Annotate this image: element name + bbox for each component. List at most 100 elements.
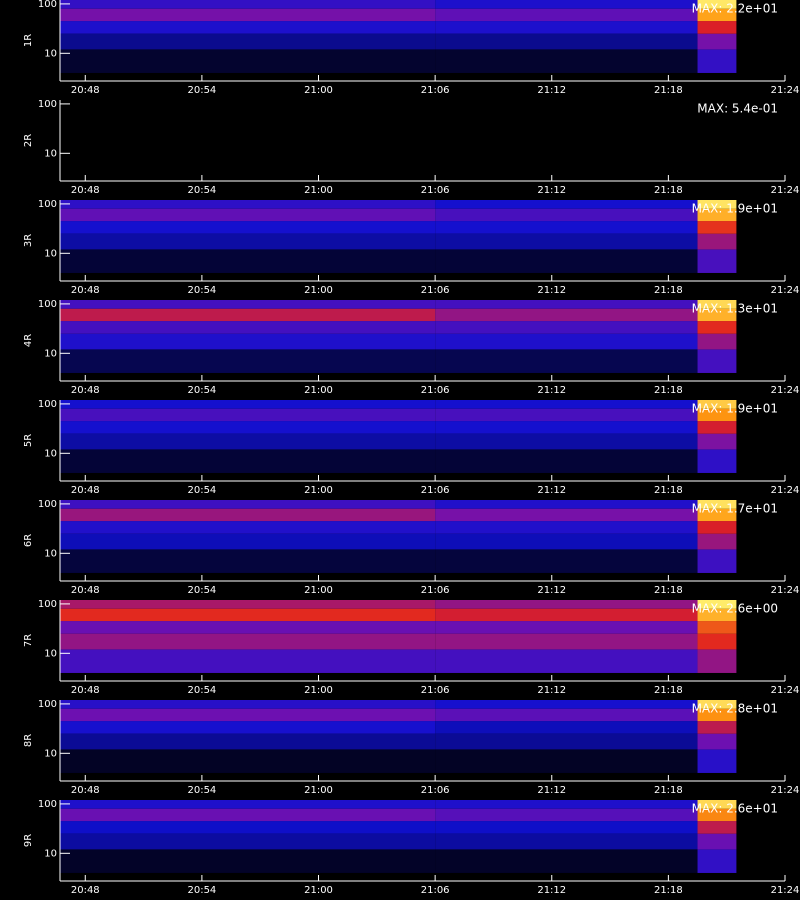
y-tick-label: 10 [44, 548, 57, 559]
x-tick-label: 21:00 [304, 485, 333, 496]
spectrogram-cell [435, 33, 698, 50]
spectrogram-cell [435, 700, 698, 709]
spectrogram-cell [60, 49, 436, 73]
x-tick-label: 21:18 [654, 885, 683, 896]
y-axis-label: 1R [23, 34, 34, 47]
x-tick-label: 21:00 [304, 585, 333, 596]
spectrogram-cell [60, 500, 436, 509]
y-axis-label: 2R [23, 134, 34, 147]
x-tick-label: 21:12 [537, 885, 566, 896]
spectrogram-cell [697, 433, 737, 450]
spectrogram-cell [697, 649, 737, 673]
spectrogram-cell [435, 308, 698, 322]
x-tick-label: 20:54 [187, 585, 216, 596]
y-tick-label: 10 [44, 348, 57, 359]
x-tick-label: 21:18 [654, 85, 683, 96]
spectrogram-cell [60, 421, 436, 434]
spectrogram-cell [60, 300, 436, 309]
x-tick-label: 21:12 [537, 685, 566, 696]
x-tick-label: 21:00 [304, 185, 333, 196]
y-axis-label: 7R [23, 634, 34, 647]
y-axis-label: 5R [23, 434, 34, 447]
spectrogram-cell [697, 549, 737, 573]
spectrogram-cell [697, 800, 737, 809]
spectrogram-cell [697, 33, 737, 50]
x-tick-label: 20:54 [187, 385, 216, 396]
x-tick-label: 21:24 [771, 585, 800, 596]
spectrogram-cell [60, 200, 436, 209]
max-label: MAX: 1.9e+01 [692, 402, 778, 416]
spectrogram-cell [60, 408, 436, 422]
spectrogram-cell [435, 421, 698, 434]
x-tick-label: 20:48 [71, 685, 100, 696]
x-tick-label: 20:54 [187, 85, 216, 96]
spectrogram-cell [697, 733, 737, 750]
x-tick-label: 21:12 [537, 185, 566, 196]
y-axis-label: 8R [23, 734, 34, 747]
x-tick-label: 21:00 [304, 385, 333, 396]
x-tick-label: 20:54 [187, 285, 216, 296]
spectrogram-cell [60, 808, 436, 822]
spectrogram-cell [60, 649, 436, 673]
spectrogram-cell [435, 600, 698, 609]
spectrogram-cell [435, 521, 698, 534]
y-tick-label: 10 [44, 448, 57, 459]
x-tick-label: 21:06 [421, 885, 450, 896]
spectrogram-cell [435, 800, 698, 809]
spectrogram-cell [435, 633, 698, 650]
spectrogram-cell [435, 208, 698, 222]
y-tick-label: 100 [38, 699, 57, 710]
spectrogram-cell [697, 421, 737, 434]
spectrogram-cell [435, 321, 698, 334]
spectrogram-cell [435, 133, 698, 150]
y-tick-label: 10 [44, 248, 57, 259]
x-tick-label: 21:00 [304, 785, 333, 796]
spectrogram-cell [435, 508, 698, 522]
spectrogram-cell [435, 433, 698, 450]
spectrogram-cell [435, 8, 698, 22]
x-tick-label: 21:24 [771, 785, 800, 796]
spectrogram-cell [60, 133, 436, 150]
spectrogram-cell [697, 200, 737, 209]
spectrogram-cell [435, 49, 698, 73]
spectrogram-cell [60, 721, 436, 734]
y-tick-label: 100 [38, 399, 57, 410]
spectrogram-cell [697, 500, 737, 509]
spectrogram-cell [435, 621, 698, 634]
spectrogram-cell [60, 449, 436, 473]
max-label: MAX: 2.6e+00 [692, 602, 778, 616]
x-tick-label: 21:12 [537, 285, 566, 296]
spectrogram-cell [60, 708, 436, 722]
spectrogram-cell [697, 249, 737, 273]
max-label: MAX: 1.3e+01 [692, 302, 778, 316]
spectrogram-cell [697, 721, 737, 734]
spectrogram-cell [60, 600, 436, 609]
spectrogram-cell [435, 333, 698, 350]
spectrogram-cell [435, 721, 698, 734]
spectrogram-cell [60, 733, 436, 750]
spectrogram-cell [60, 433, 436, 450]
spectrogram-cell [697, 533, 737, 550]
spectrogram-cell [60, 321, 436, 334]
spectrogram-cell [697, 100, 737, 109]
spectrogram-cell [60, 121, 436, 134]
spectrogram-cell [60, 533, 436, 550]
x-tick-label: 20:48 [71, 85, 100, 96]
spectrogram-cell [60, 100, 436, 109]
x-tick-label: 21:12 [537, 485, 566, 496]
spectrogram-cell [435, 821, 698, 834]
max-label: MAX: 2.6e+01 [692, 802, 778, 816]
x-tick-label: 21:18 [654, 785, 683, 796]
x-tick-label: 21:06 [421, 685, 450, 696]
spectrogram-cell [697, 321, 737, 334]
spectrogram-cell [435, 121, 698, 134]
spectrogram-cell [60, 108, 436, 122]
spectrogram-cell [697, 400, 737, 409]
spectrogram-cell [435, 0, 698, 9]
spectrogram-cell [697, 521, 737, 534]
x-tick-label: 20:48 [71, 185, 100, 196]
spectrogram-cell [435, 233, 698, 250]
spectrogram-cell [435, 449, 698, 473]
spectrogram-cell [697, 508, 737, 522]
